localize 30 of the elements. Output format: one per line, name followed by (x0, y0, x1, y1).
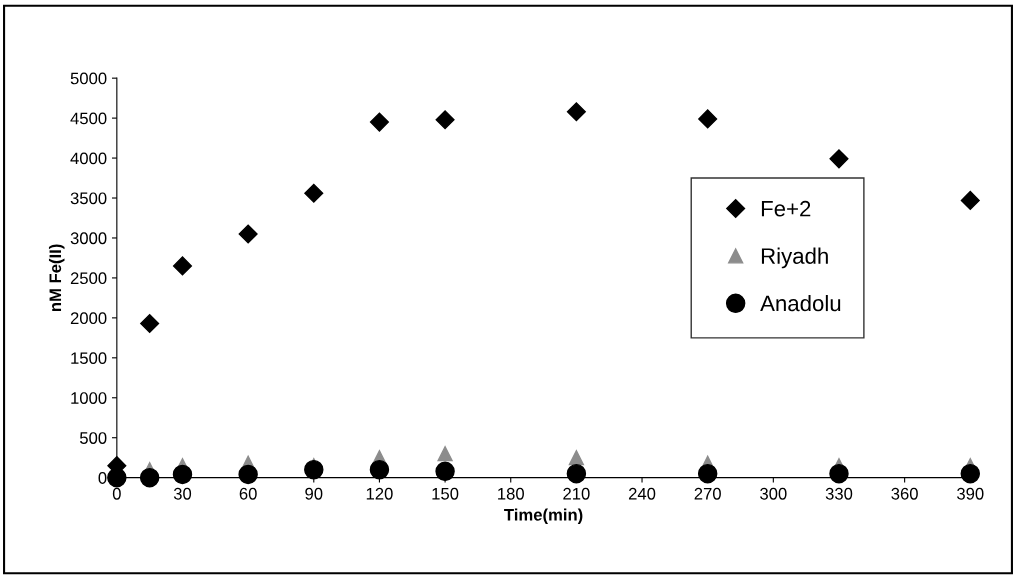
x-tick-label: 120 (366, 487, 393, 500)
y-tick-label: 0 (98, 472, 107, 484)
x-tick-label: 150 (432, 487, 459, 500)
x-tick-label: 360 (891, 487, 918, 500)
x-tick-label: 180 (498, 487, 524, 500)
x-axis-title: Time(min) (504, 508, 583, 525)
y-tick-label: 3500 (70, 192, 107, 205)
y-tick-label: 1000 (71, 392, 107, 404)
y-tick-label: 2500 (70, 272, 107, 285)
legend-label: Anadolu (760, 294, 841, 312)
y-tick-label: 500 (79, 432, 107, 444)
y-tick-label: 5000 (70, 72, 107, 85)
x-tick-label: 0 (112, 487, 121, 500)
x-tick-label: 270 (694, 487, 721, 500)
y-tick-label: 3000 (70, 232, 107, 245)
x-tick-label: 60 (239, 487, 257, 500)
x-tick-label: 300 (760, 487, 787, 500)
y-tick-label: 1500 (71, 352, 107, 365)
x-tick-label: 30 (173, 487, 192, 500)
y-axis-title: nM Fe(II) (48, 244, 65, 312)
x-tick-label: 210 (563, 487, 590, 500)
y-tick-label: 4500 (70, 112, 107, 125)
y-tick-label: 2000 (70, 312, 107, 325)
x-tick-label: 390 (957, 487, 984, 500)
x-tick-label: 240 (628, 487, 656, 500)
legend-label: Fe+2 (761, 200, 811, 217)
y-tick-label: 4000 (70, 152, 107, 165)
x-tick-label: 90 (305, 487, 323, 500)
x-tick-label: 330 (825, 487, 853, 500)
legend-label: Riyadh (761, 247, 828, 269)
